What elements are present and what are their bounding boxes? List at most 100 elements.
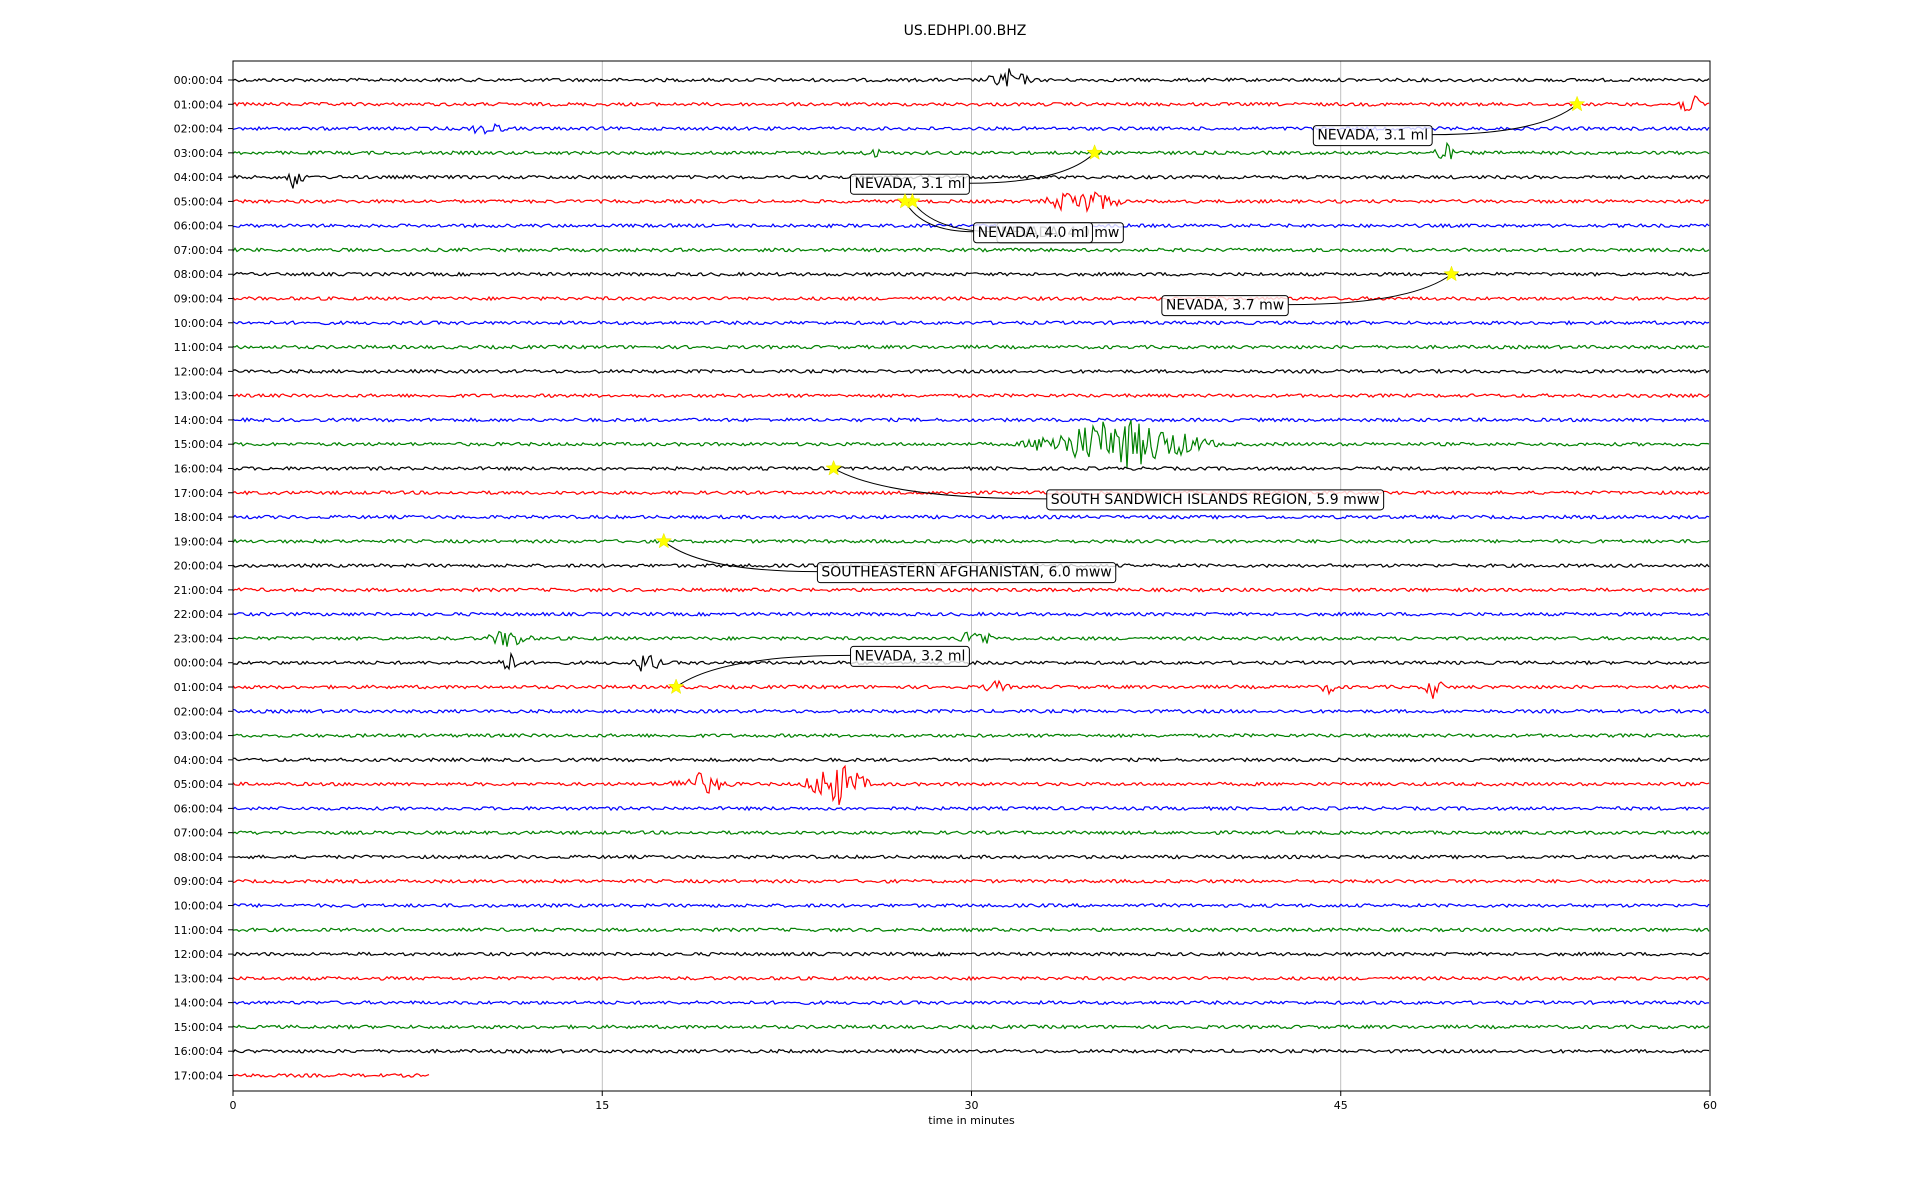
row-time-label: 12:00:04 bbox=[174, 948, 223, 961]
seismic-trace bbox=[232, 975, 1710, 982]
seismic-trace bbox=[232, 1048, 1710, 1054]
seismic-trace bbox=[232, 927, 1710, 933]
event-label: NEVADA, 3.1 ml bbox=[1317, 128, 1428, 144]
event-label-box bbox=[816, 562, 1117, 584]
event-connector bbox=[675, 654, 851, 688]
row-time-label: 15:00:04 bbox=[174, 1021, 223, 1034]
event-label-box bbox=[1046, 489, 1385, 511]
seismic-trace bbox=[232, 951, 1710, 957]
row-time-label: 12:00:04 bbox=[174, 365, 223, 378]
row-time-label: 05:00:04 bbox=[174, 778, 223, 791]
seismic-trace bbox=[232, 538, 1710, 545]
row-time-label: 02:00:04 bbox=[174, 123, 223, 136]
row-time-label: 00:00:04 bbox=[174, 74, 223, 87]
row-time-label: 08:00:04 bbox=[174, 851, 223, 864]
row-time-label: 06:00:04 bbox=[174, 802, 223, 815]
event-annotations: NEVADA, 3.1 ml NEVADA, 3.1 ml NEVADA, 4.0 … bbox=[655, 95, 1586, 695]
seismic-trace bbox=[232, 732, 1710, 739]
row-time-label: 09:00:04 bbox=[174, 293, 223, 306]
row-time-label: 11:00:04 bbox=[174, 341, 223, 354]
seismic-trace bbox=[232, 295, 1710, 302]
seismic-trace bbox=[232, 271, 1710, 277]
seismic-trace bbox=[232, 320, 1710, 326]
row-time-label: 19:00:04 bbox=[174, 535, 223, 548]
row-time-label: 14:00:04 bbox=[174, 414, 223, 427]
row-time-label: 04:00:04 bbox=[174, 754, 223, 767]
row-time-label: 13:00:04 bbox=[174, 972, 223, 985]
seismic-trace bbox=[232, 757, 1710, 763]
seismic-trace bbox=[232, 417, 1710, 423]
row-time-label: 23:00:04 bbox=[174, 632, 223, 645]
event-annotation: NEVADA, 3.1 ml bbox=[850, 144, 1103, 195]
event-annotation: SOUTHEASTERN AFGHANISTAN, 6.0 mww bbox=[655, 532, 1117, 584]
seismic-trace bbox=[232, 1024, 1710, 1030]
row-time-label: 22:00:04 bbox=[174, 608, 223, 621]
seismic-trace bbox=[232, 587, 1710, 593]
seismic-trace bbox=[232, 651, 1710, 672]
seismic-trace bbox=[232, 1072, 430, 1078]
row-time-labels: 00:00:04 01:00:04 02:00:04 03:00:04 04:00:04… bbox=[174, 74, 233, 1082]
event-annotation: NEVADA, 3.1 ml bbox=[1312, 95, 1586, 147]
seismic-trace bbox=[232, 172, 1710, 189]
row-time-label: 16:00:04 bbox=[174, 1045, 223, 1058]
seismic-trace bbox=[232, 465, 1710, 472]
row-time-label: 20:00:04 bbox=[174, 560, 223, 573]
event-star-marker bbox=[655, 532, 673, 549]
seismic-trace bbox=[232, 630, 1710, 647]
event-star-marker bbox=[1443, 265, 1460, 282]
row-time-label: 10:00:04 bbox=[174, 317, 223, 330]
seismic-trace bbox=[232, 368, 1710, 374]
row-time-label: 01:00:04 bbox=[174, 681, 223, 694]
x-tick-label: 30 bbox=[965, 1099, 979, 1112]
row-time-label: 17:00:04 bbox=[174, 1069, 223, 1082]
row-time-label: 03:00:04 bbox=[174, 730, 223, 743]
x-axis-label: time in minutes bbox=[928, 1114, 1015, 1127]
x-tick-label: 60 bbox=[1703, 1099, 1717, 1112]
row-time-label: 21:00:04 bbox=[174, 584, 223, 597]
chart-title: US.EDHPI.00.BHZ bbox=[904, 23, 1027, 39]
row-time-label: 09:00:04 bbox=[174, 875, 223, 888]
seismic-trace bbox=[232, 490, 1710, 496]
row-time-label: 02:00:04 bbox=[174, 705, 223, 718]
seismic-trace bbox=[232, 764, 1710, 805]
event-annotation: SOUTH SANDWICH ISLANDS REGION, 5.9 mww bbox=[825, 459, 1385, 511]
event-label: NEVADA, 3.7 mw bbox=[1166, 298, 1284, 314]
row-time-label: 18:00:04 bbox=[174, 511, 223, 524]
row-time-label: 13:00:04 bbox=[174, 390, 223, 403]
seismic-trace bbox=[232, 878, 1710, 884]
event-star-marker bbox=[1086, 144, 1103, 160]
row-time-label: 04:00:04 bbox=[174, 171, 223, 184]
event-label: NEVADA, 4.0 ml bbox=[978, 225, 1089, 241]
event-annotation: NEVADA, 3.2 ml bbox=[667, 645, 970, 695]
seismic-trace bbox=[232, 999, 1710, 1006]
row-time-label: 07:00:04 bbox=[174, 827, 223, 840]
event-label: SOUTH SANDWICH ISLANDS REGION, 5.9 mww bbox=[1051, 492, 1380, 508]
seismic-trace bbox=[232, 95, 1710, 112]
seismic-trace bbox=[232, 805, 1710, 812]
seismic-trace bbox=[232, 247, 1710, 253]
event-star-marker bbox=[667, 678, 685, 695]
seismic-trace bbox=[232, 123, 1710, 135]
plot-frame bbox=[232, 60, 1711, 1092]
x-tick-label: 15 bbox=[595, 1099, 609, 1112]
seismic-trace bbox=[232, 611, 1710, 617]
seismic-trace bbox=[232, 392, 1710, 399]
event-star-marker bbox=[896, 192, 914, 209]
seismic-trace bbox=[232, 829, 1710, 836]
event-label: SOUTHEASTERN AFGHANISTAN, 6.0 mww bbox=[821, 565, 1111, 581]
seismic-trace bbox=[232, 679, 1710, 699]
x-tick-label: 0 bbox=[230, 1099, 237, 1112]
seismic-trace bbox=[232, 854, 1710, 860]
event-star-marker bbox=[1568, 95, 1586, 112]
seismic-trace bbox=[232, 902, 1710, 909]
event-label: NEVADA, 3.1 ml bbox=[855, 176, 966, 192]
seismic-trace bbox=[232, 708, 1710, 714]
event-star-marker bbox=[825, 459, 842, 476]
row-time-label: 10:00:04 bbox=[174, 900, 223, 913]
seismic-trace bbox=[232, 222, 1710, 229]
event-label-box bbox=[850, 173, 970, 195]
seismic-trace bbox=[232, 514, 1710, 520]
row-time-label: 06:00:04 bbox=[174, 220, 223, 233]
event-label-box bbox=[1161, 295, 1289, 317]
